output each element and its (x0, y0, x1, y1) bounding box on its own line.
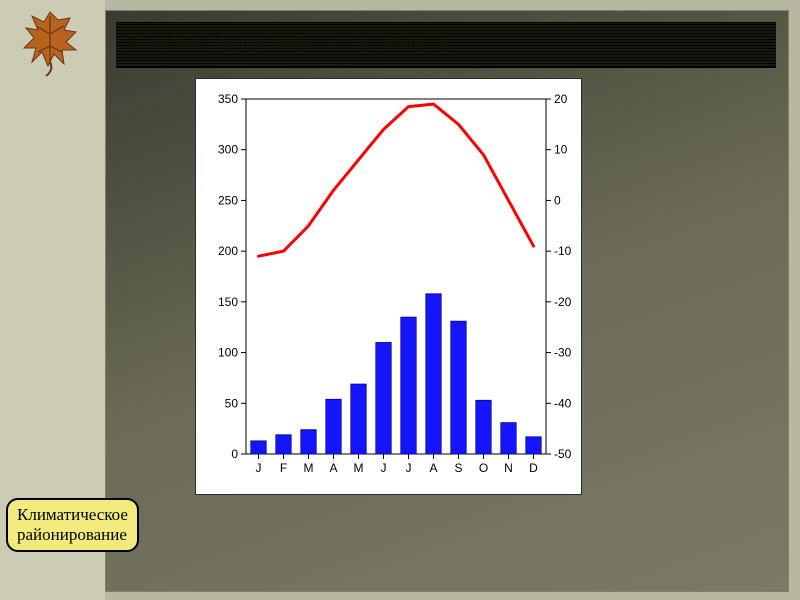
title-banner: Климат муссонного климата (116, 22, 776, 68)
svg-text:N: N (504, 461, 513, 475)
svg-text:250: 250 (218, 193, 238, 207)
svg-text:F: F (280, 461, 287, 475)
svg-text:-40: -40 (554, 396, 572, 410)
svg-text:150: 150 (218, 295, 238, 309)
svg-text:10: 10 (554, 143, 568, 157)
button-line2: районирование (17, 525, 127, 544)
svg-text:300: 300 (218, 143, 238, 157)
svg-text:A: A (329, 461, 337, 475)
svg-text:200: 200 (218, 244, 238, 258)
svg-text:0: 0 (554, 193, 561, 207)
slide-title: Климат муссонного климата (128, 29, 451, 55)
svg-text:-30: -30 (554, 346, 572, 360)
svg-text:D: D (529, 461, 538, 475)
button-line1: Климатическое (17, 505, 128, 524)
svg-text:0: 0 (231, 447, 238, 461)
autumn-leaf-icon (0, 0, 105, 80)
svg-text:O: O (479, 461, 488, 475)
climate-chart: 0 50 100 150 200 250 300 350 -50 -40 -30 -20 -10 0 10 2… (195, 78, 582, 495)
svg-text:J: J (256, 461, 262, 475)
svg-text:-10: -10 (554, 244, 572, 258)
svg-text:M: M (354, 461, 364, 475)
svg-text:-20: -20 (554, 295, 572, 309)
svg-text:50: 50 (225, 396, 239, 410)
svg-text:M: M (304, 461, 314, 475)
svg-text:100: 100 (218, 346, 238, 360)
svg-text:350: 350 (218, 92, 238, 106)
svg-text:A: A (429, 461, 437, 475)
svg-text:-50: -50 (554, 447, 572, 461)
svg-text:S: S (454, 461, 462, 475)
svg-text:J: J (381, 461, 387, 475)
svg-text:20: 20 (554, 92, 568, 106)
climate-zoning-button[interactable]: Климатическое районирование (6, 498, 139, 552)
svg-text:J: J (406, 461, 412, 475)
